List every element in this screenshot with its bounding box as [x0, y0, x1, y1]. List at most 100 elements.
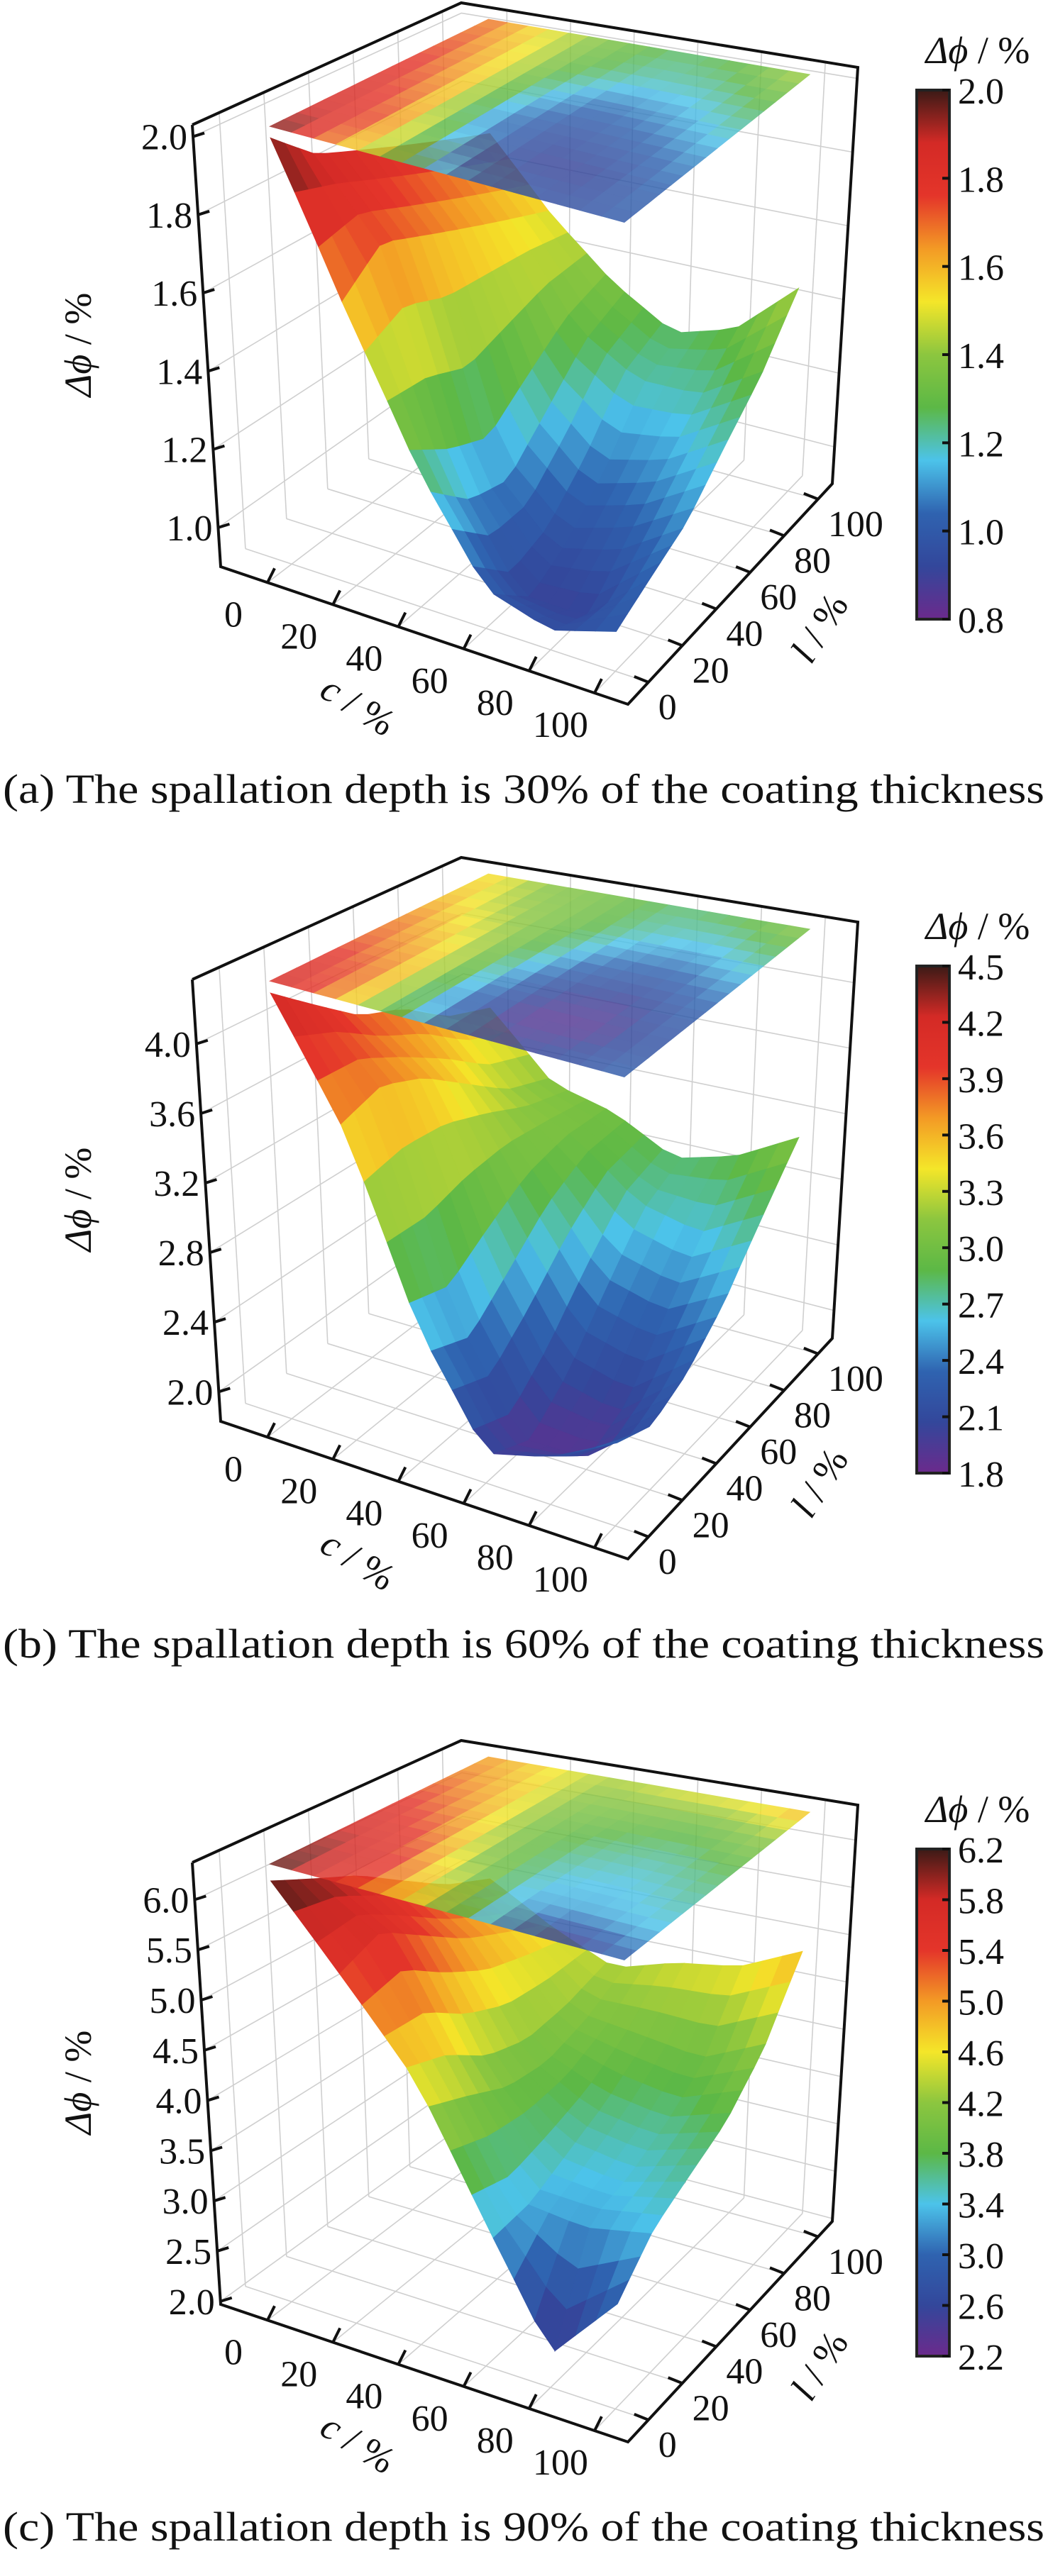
l-tick-label: 20 [693, 650, 729, 691]
surface-patch [595, 614, 628, 632]
colorbar-tick-label: 1.6 [958, 248, 1004, 289]
colorbar-tick-label: 4.6 [958, 2033, 1004, 2074]
colorbar-tick-label: 3.6 [958, 1116, 1004, 1157]
colorbar-tick-label: 4.2 [958, 2084, 1004, 2125]
top-projection-plane [268, 1756, 811, 1960]
z-tick-label: 3.0 [162, 2182, 209, 2222]
z-tick-label: 2.0 [169, 2282, 215, 2323]
z-tick [197, 1945, 210, 1952]
colorbar: 1.8 2.1 2.4 2.7 3.0 3.3 3.6 3.9 4.2 4.5Δϕ / % [915, 905, 1030, 1495]
colorbar-tick-label: 5.0 [958, 1983, 1004, 2023]
colorbar-tick-label: 2.2 [958, 2338, 1004, 2378]
surface [270, 992, 800, 1457]
figure-caption: (b) The spallation depth is 60% of the c… [3, 1621, 1044, 1667]
c-tick-label: 80 [477, 1538, 514, 1578]
grid-line-left-wall [307, 72, 329, 489]
grid-line-wall-horizontal [192, 12, 858, 138]
top-projection-plane [268, 873, 811, 1077]
l-tick-label: 0 [658, 1542, 677, 1582]
grid-line-back-wall [802, 62, 826, 476]
axis-box [191, 1738, 860, 2444]
z-tick-label: 4.0 [156, 2082, 202, 2122]
l-tick [701, 601, 717, 611]
l-tick-label: 60 [760, 1432, 797, 1472]
c-tick-label: 20 [280, 2354, 317, 2394]
colorbar-tick-label: 1.2 [958, 424, 1004, 465]
z-tick [206, 2095, 220, 2102]
z-tick-label: 2.8 [158, 1233, 204, 1274]
z-tick-label: 2.4 [162, 1303, 209, 1343]
l-tick [769, 528, 785, 538]
colorbar-title: Δϕ / % [925, 905, 1030, 948]
surface-patch [595, 2280, 630, 2321]
l-tick-label: 20 [693, 2388, 729, 2428]
z-tick [216, 2246, 229, 2253]
colorbar-tick-label: 5.4 [958, 1932, 1004, 1972]
z-axis: 2.0 2.5 3.0 3.5 4.0 4.5 5.0 5.5 6.0 [143, 1880, 233, 2323]
grid-line-back-wall [802, 1799, 826, 2214]
colorbar-tick-label: 2.1 [958, 1399, 1004, 1439]
colorbar-tick-label: 2.0 [958, 72, 1004, 112]
c-tick [397, 2349, 407, 2365]
colorbar-tick-label: 1.4 [958, 336, 1004, 377]
grid-line-left-wall [263, 92, 287, 519]
c-tick [397, 611, 407, 628]
surface [270, 133, 800, 632]
z-tick-label: 5.0 [149, 1981, 195, 2021]
colorbar-title-unit: / % [968, 905, 1030, 948]
l-tick-label: 40 [726, 614, 763, 655]
z-tick [212, 444, 225, 451]
c-tick-label: 60 [412, 1516, 448, 1556]
c-tick-label: 0 [224, 1449, 243, 1489]
l-tick [803, 1346, 819, 1355]
z-tick [192, 131, 205, 138]
projection-patch [601, 206, 637, 223]
z-tick [196, 1038, 209, 1045]
l-tick-label: 40 [726, 2352, 763, 2392]
colorbar-scale [915, 1848, 951, 2358]
c-tick [397, 1466, 407, 1482]
z-tick [194, 1894, 206, 1902]
grid-line-left-wall [219, 1850, 246, 2287]
l-tick [634, 2413, 649, 2421]
grid-line-floor [245, 2285, 649, 2421]
colorbar-tick-label: 2.6 [958, 2287, 1004, 2328]
colorbar-tick-label: 3.4 [958, 2186, 1004, 2226]
colorbar-tick-label: 3.8 [958, 2135, 1004, 2175]
z-axis: 2.0 2.4 2.8 3.2 3.6 4.0 [145, 1025, 231, 1413]
z-tick-label: 1.2 [161, 431, 207, 471]
l-tick [735, 565, 751, 574]
z-tick [204, 1178, 218, 1184]
c-axis: 0 20 40 60 80 100 [224, 1422, 603, 1600]
projection-patch [601, 1944, 637, 1960]
figure-caption: (c) The spallation depth is 90% of the c… [3, 2504, 1044, 2550]
l-tick-label: 60 [760, 2315, 797, 2355]
l-tick-label: 100 [828, 2242, 883, 2282]
z-tick-label: 1.0 [166, 509, 212, 549]
l-tick [769, 1383, 785, 1392]
z-tick-label: 2.0 [141, 118, 187, 158]
z-tick [210, 2145, 223, 2153]
z-axis-title-unit: / % [57, 2031, 99, 2092]
z-axis: 1.0 1.2 1.4 1.6 1.8 2.0 [141, 118, 231, 549]
z-tick-label: 1.6 [151, 274, 197, 314]
l-tick-label: 100 [828, 1359, 883, 1399]
colorbar-tick-label: 4.5 [958, 948, 1004, 988]
c-tick [331, 1444, 341, 1460]
c-tick [593, 2416, 603, 2431]
z-tick [200, 1995, 214, 2002]
c-axis: 0 20 40 60 80 100 [224, 2305, 603, 2483]
z-axis-title-symbol: Δϕ [57, 1209, 99, 1253]
projection-patch [601, 1061, 637, 1077]
z-tick [202, 288, 215, 294]
c-tick [527, 656, 538, 672]
z-axis-title: Δϕ / % [57, 2031, 99, 2136]
z-tick [204, 2045, 216, 2052]
z-tick-label: 1.8 [146, 196, 192, 236]
grid-line-floor [286, 2255, 683, 2385]
z-tick-label: 5.5 [146, 1931, 192, 1971]
z-tick [200, 1108, 213, 1115]
